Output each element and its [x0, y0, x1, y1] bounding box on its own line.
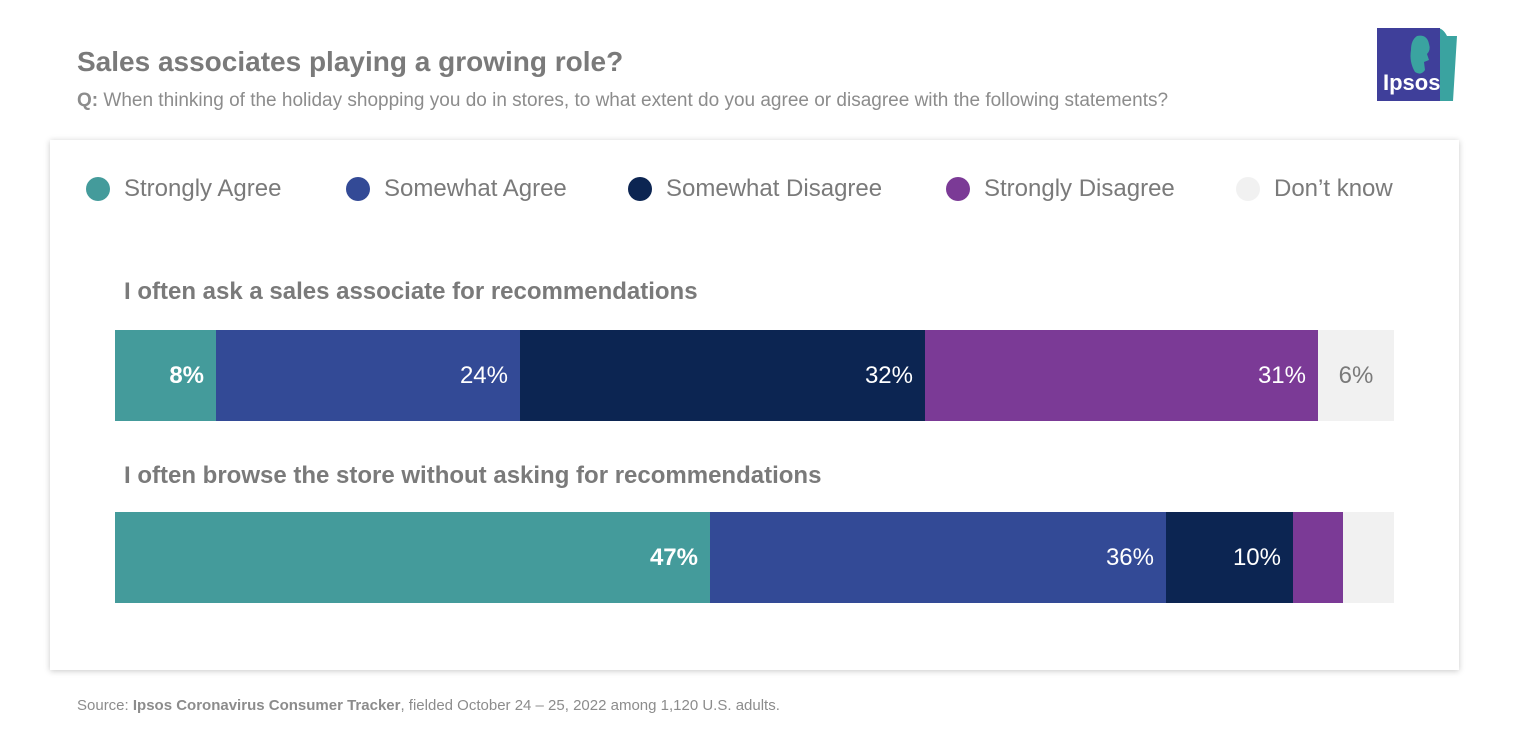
data-label-0-0: 8% — [169, 361, 204, 389]
legend-label-4: Don’t know — [1274, 175, 1393, 202]
legend-item-2: Somewhat Disagree — [628, 175, 882, 203]
bar-label-0: I often ask a sales associate for recomm… — [124, 278, 698, 305]
bar-row-1: 47% 36% 10% — [115, 512, 1394, 603]
bar-segment-0-0: 8% — [115, 330, 216, 421]
legend-swatch-3 — [946, 177, 970, 201]
bar-row-0: 8% 24% 32% 31% 6% — [115, 330, 1394, 421]
source-name: Ipsos Coronavirus Consumer Tracker — [132, 697, 401, 714]
data-label-1-1: 36% — [1105, 543, 1154, 571]
bar-segment-1-0: 47% — [115, 512, 710, 603]
data-label-0-1: 24% — [459, 361, 508, 389]
legend-item-1: Somewhat Agree — [346, 175, 567, 203]
ipsos-logo: Ipsos — [1377, 28, 1457, 101]
bar-segment-1-1: 36% — [710, 512, 1166, 603]
bar-segment-1-4 — [1343, 512, 1394, 603]
chart-subtitle: Q: When thinking of the holiday shopping… — [77, 90, 1168, 112]
chart-title: Sales associates playing a growing role? — [77, 46, 624, 77]
subtitle-question: When thinking of the holiday shopping yo… — [103, 90, 1169, 111]
legend-label-3: Strongly Disagree — [984, 175, 1175, 202]
legend-item-4: Don’t know — [1236, 175, 1393, 203]
legend-item-0: Strongly Agree — [86, 175, 281, 203]
legend-item-3: Strongly Disagree — [946, 175, 1175, 203]
legend-swatch-2 — [628, 177, 652, 201]
data-label-0-3: 31% — [1257, 361, 1306, 389]
legend-label-1: Somewhat Agree — [384, 175, 567, 202]
bar-segment-1-2: 10% — [1166, 512, 1293, 603]
data-label-0-4: 6% — [1338, 361, 1374, 389]
legend-swatch-0 — [86, 177, 110, 201]
legend-swatch-4 — [1236, 177, 1260, 201]
bar-label-1: I often browse the store without asking … — [124, 462, 822, 489]
source-suffix: , fielded October 24 – 25, 2022 among 1,… — [400, 697, 780, 714]
logo-blue-shape — [1377, 28, 1440, 101]
data-label-1-2: 10% — [1232, 543, 1281, 571]
legend-label-2: Somewhat Disagree — [666, 175, 883, 202]
subtitle-q-prefix: Q: — [77, 90, 99, 111]
bar-segment-0-2: 32% — [520, 330, 925, 421]
bar-segment-0-4: 6% — [1318, 330, 1394, 421]
data-label-1-0: 47% — [649, 543, 698, 571]
logo-text: Ipsos — [1383, 70, 1440, 95]
bar-segment-1-3 — [1293, 512, 1343, 603]
source-prefix: Source: — [77, 697, 133, 714]
bar-segment-0-3: 31% — [925, 330, 1318, 421]
source-note: Source: Ipsos Coronavirus Consumer Track… — [77, 697, 780, 714]
legend-label-0: Strongly Agree — [124, 175, 282, 202]
data-label-0-2: 32% — [864, 361, 913, 389]
bar-segment-0-1: 24% — [216, 330, 520, 421]
logo-head-silhouette — [1410, 35, 1430, 74]
legend-swatch-1 — [346, 177, 370, 201]
